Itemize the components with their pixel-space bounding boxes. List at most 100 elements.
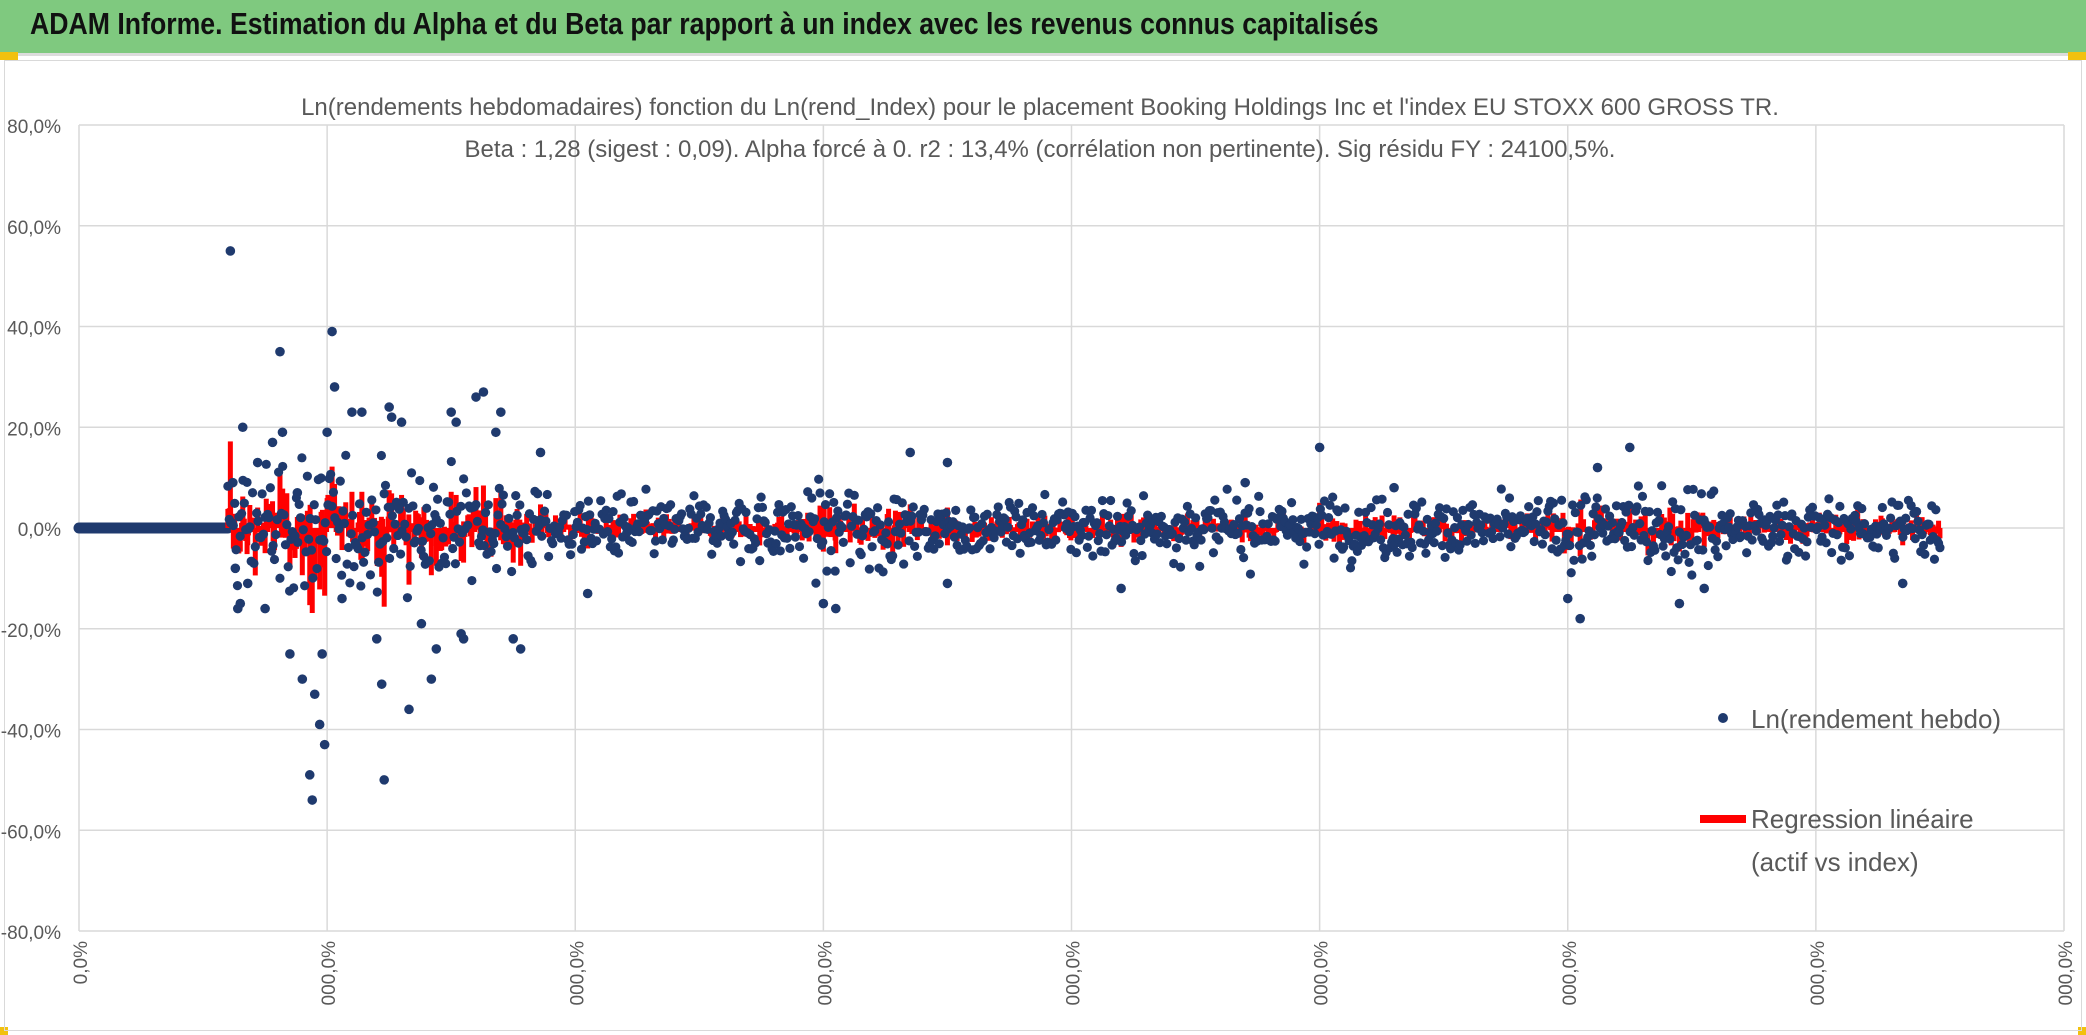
chart-frame — [4, 60, 2082, 1031]
outlier-point — [252, 457, 263, 468]
regression-point — [606, 524, 612, 529]
data-point — [561, 510, 572, 520]
outlier-point — [535, 447, 546, 458]
data-point — [775, 546, 785, 556]
outlier-point — [371, 634, 382, 644]
regression-point — [1334, 521, 1340, 528]
data-point — [1661, 551, 1671, 561]
regression-point — [1353, 519, 1359, 528]
data-point — [1012, 534, 1023, 544]
regression-point — [406, 514, 412, 528]
data-point — [230, 498, 240, 508]
x-tick-label: 000,0% — [319, 941, 340, 1006]
data-point — [1171, 543, 1182, 553]
data-point — [1657, 481, 1667, 491]
chart-title-line1: Ln(rendements hebdomadaires) fonction du… — [301, 94, 1779, 121]
data-point — [607, 534, 617, 544]
outlier-point — [1897, 578, 1908, 589]
data-point — [372, 587, 382, 597]
data-point — [1366, 502, 1376, 513]
data-point — [387, 511, 397, 521]
data-point — [1607, 518, 1617, 528]
regression-point — [1441, 518, 1447, 528]
data-point — [1095, 528, 1105, 539]
data-point — [311, 515, 321, 525]
regression-point — [787, 528, 793, 532]
x-tick-label: 000,0% — [2056, 941, 2077, 1006]
data-point — [818, 537, 828, 547]
regression-point — [261, 522, 267, 528]
regression-point — [354, 528, 360, 532]
data-point — [490, 528, 500, 539]
regression-point — [772, 523, 778, 528]
outlier-point — [451, 417, 461, 428]
data-point — [512, 510, 522, 520]
data-point — [634, 527, 644, 537]
data-point — [1709, 486, 1719, 496]
data-point — [297, 453, 307, 463]
regression-point — [1581, 519, 1587, 528]
x-tick-label: 000,0% — [815, 941, 836, 1006]
data-point — [253, 516, 263, 526]
regression-point — [287, 528, 293, 568]
outlier-point — [582, 588, 593, 599]
data-point — [1466, 530, 1476, 540]
data-point — [463, 520, 473, 530]
data-point — [1458, 505, 1468, 515]
regression-point — [1678, 520, 1684, 528]
data-point — [830, 566, 840, 576]
regression-point — [951, 528, 957, 534]
data-point — [1617, 517, 1627, 528]
data-point — [908, 502, 918, 512]
data-point — [337, 570, 347, 580]
data-point — [1086, 505, 1097, 515]
data-point — [1044, 525, 1054, 535]
data-point — [616, 489, 626, 499]
data-point — [369, 527, 380, 537]
legend-regression-marker — [1700, 815, 1746, 823]
data-point — [1277, 506, 1287, 516]
data-point — [1787, 509, 1797, 519]
data-point — [696, 509, 706, 519]
legend-points-label: Ln(rendement hebdo) — [1751, 704, 2001, 734]
regression-point — [1709, 528, 1715, 536]
data-point — [966, 505, 976, 515]
data-point — [279, 510, 289, 520]
outlier-point — [426, 674, 437, 684]
data-point — [1407, 542, 1417, 553]
data-point — [231, 545, 241, 555]
data-point — [1112, 511, 1123, 521]
data-point — [1476, 520, 1486, 530]
regression-point — [294, 516, 300, 528]
data-point — [650, 536, 661, 546]
data-point — [1477, 528, 1487, 538]
data-point — [1769, 523, 1779, 533]
regression-point — [901, 528, 907, 547]
data-point — [271, 529, 281, 540]
data-point — [1325, 500, 1335, 510]
data-point — [1247, 522, 1257, 532]
data-point — [768, 546, 779, 556]
data-point — [358, 557, 369, 567]
regression-point — [270, 501, 276, 528]
data-point — [537, 531, 547, 541]
data-point — [1637, 491, 1648, 501]
data-point — [807, 493, 817, 503]
data-point — [756, 492, 766, 502]
data-point — [1136, 535, 1146, 546]
regression-point — [1456, 528, 1462, 534]
data-point — [1587, 551, 1597, 561]
data-point — [1898, 532, 1908, 542]
regression-point — [665, 528, 671, 534]
data-point — [1824, 494, 1834, 504]
data-point — [371, 505, 381, 515]
regression-point — [581, 528, 587, 542]
outlier-point — [386, 412, 397, 422]
data-point — [804, 527, 814, 537]
data-point — [829, 497, 839, 508]
regression-point — [1409, 528, 1415, 532]
data-point — [1935, 543, 1945, 553]
data-point — [1137, 550, 1147, 561]
data-point — [533, 489, 543, 499]
data-point — [649, 549, 659, 559]
